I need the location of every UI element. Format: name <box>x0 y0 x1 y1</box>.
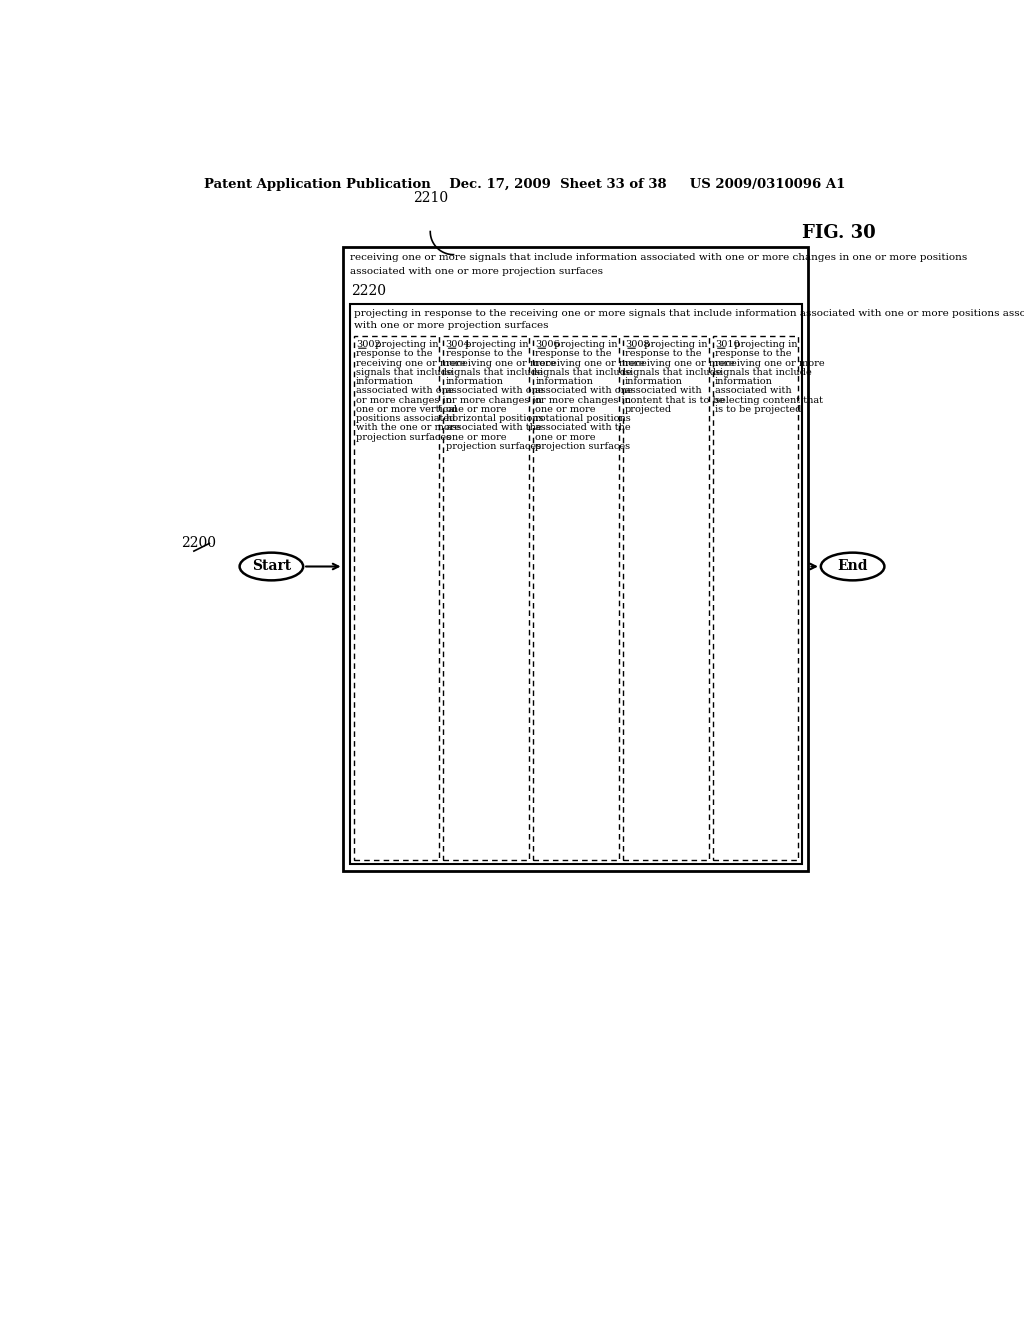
Text: signals that include: signals that include <box>445 368 543 376</box>
Bar <box>349 304 802 865</box>
Text: 2210: 2210 <box>413 190 447 205</box>
Text: one or more: one or more <box>536 433 596 441</box>
Text: associated with one or more projection surfaces: associated with one or more projection s… <box>349 267 603 276</box>
Text: associated with: associated with <box>715 387 792 395</box>
Text: projecting in: projecting in <box>549 341 617 348</box>
Text: associated with one: associated with one <box>445 387 543 395</box>
Text: 3002: 3002 <box>356 341 381 348</box>
Text: one or more vertical: one or more vertical <box>356 405 457 413</box>
Text: receiving one or more: receiving one or more <box>625 359 734 367</box>
Text: receiving one or more: receiving one or more <box>536 359 645 367</box>
Text: projection surfaces: projection surfaces <box>356 433 451 441</box>
Text: response to the: response to the <box>715 350 792 358</box>
Text: receiving one or more: receiving one or more <box>445 359 555 367</box>
Text: information: information <box>356 378 414 385</box>
Text: signals that include: signals that include <box>536 368 632 376</box>
Text: information: information <box>625 378 683 385</box>
Text: receiving one or more signals that include information associated with one or mo: receiving one or more signals that inclu… <box>349 253 967 263</box>
Bar <box>534 337 618 859</box>
Text: 2200: 2200 <box>180 536 216 550</box>
Text: or more changes in: or more changes in <box>356 396 452 404</box>
Text: response to the: response to the <box>445 350 522 358</box>
Text: information: information <box>715 378 773 385</box>
Bar <box>713 337 799 859</box>
Text: with the one or more: with the one or more <box>356 424 460 432</box>
Text: or more changes in: or more changes in <box>445 396 542 404</box>
Bar <box>353 337 439 859</box>
Bar <box>343 247 809 871</box>
Text: Start: Start <box>252 560 291 573</box>
Text: associated with the: associated with the <box>536 424 631 432</box>
Text: FIG. 30: FIG. 30 <box>802 224 876 242</box>
Text: signals that include: signals that include <box>715 368 812 376</box>
Text: projected: projected <box>625 405 672 413</box>
Text: 3010: 3010 <box>715 341 739 348</box>
Text: End: End <box>838 560 868 573</box>
Text: with one or more projection surfaces: with one or more projection surfaces <box>354 321 549 330</box>
Bar <box>623 337 709 859</box>
Text: one or more: one or more <box>536 405 596 413</box>
Text: 3006: 3006 <box>536 341 560 348</box>
Text: associated with the: associated with the <box>445 424 542 432</box>
Text: projection surfaces: projection surfaces <box>445 442 541 450</box>
Text: projecting in: projecting in <box>728 341 798 348</box>
Text: content that is to be: content that is to be <box>625 396 725 404</box>
Text: projecting in: projecting in <box>369 341 438 348</box>
Text: information: information <box>536 378 593 385</box>
Text: projecting in: projecting in <box>459 341 528 348</box>
Text: or more changes in: or more changes in <box>536 396 631 404</box>
Text: signals that include: signals that include <box>625 368 722 376</box>
Text: response to the: response to the <box>356 350 432 358</box>
Text: positions associated: positions associated <box>356 414 456 422</box>
Text: projecting in response to the receiving one or more signals that include informa: projecting in response to the receiving … <box>354 309 1024 318</box>
Text: 3004: 3004 <box>445 341 470 348</box>
Text: associated with one: associated with one <box>536 387 633 395</box>
Text: 2220: 2220 <box>351 284 386 298</box>
Text: horizontal positions: horizontal positions <box>445 414 543 422</box>
Text: signals that include: signals that include <box>356 368 453 376</box>
Text: response to the: response to the <box>536 350 612 358</box>
Text: selecting content that: selecting content that <box>715 396 823 404</box>
Text: associated with one: associated with one <box>356 387 454 395</box>
Text: information: information <box>445 378 504 385</box>
Text: 3008: 3008 <box>625 341 649 348</box>
Text: Patent Application Publication    Dec. 17, 2009  Sheet 33 of 38     US 2009/0310: Patent Application Publication Dec. 17, … <box>204 178 846 190</box>
Bar <box>443 337 529 859</box>
Text: receiving one or more: receiving one or more <box>356 359 466 367</box>
Text: projection surfaces: projection surfaces <box>536 442 631 450</box>
Text: is to be projected: is to be projected <box>715 405 801 413</box>
Text: projecting in: projecting in <box>638 341 708 348</box>
Text: response to the: response to the <box>625 350 701 358</box>
Text: rotational positions: rotational positions <box>536 414 631 422</box>
Text: receiving one or more: receiving one or more <box>715 359 824 367</box>
Text: one or more: one or more <box>445 405 506 413</box>
Text: associated with: associated with <box>625 387 701 395</box>
Text: one or more: one or more <box>445 433 506 441</box>
